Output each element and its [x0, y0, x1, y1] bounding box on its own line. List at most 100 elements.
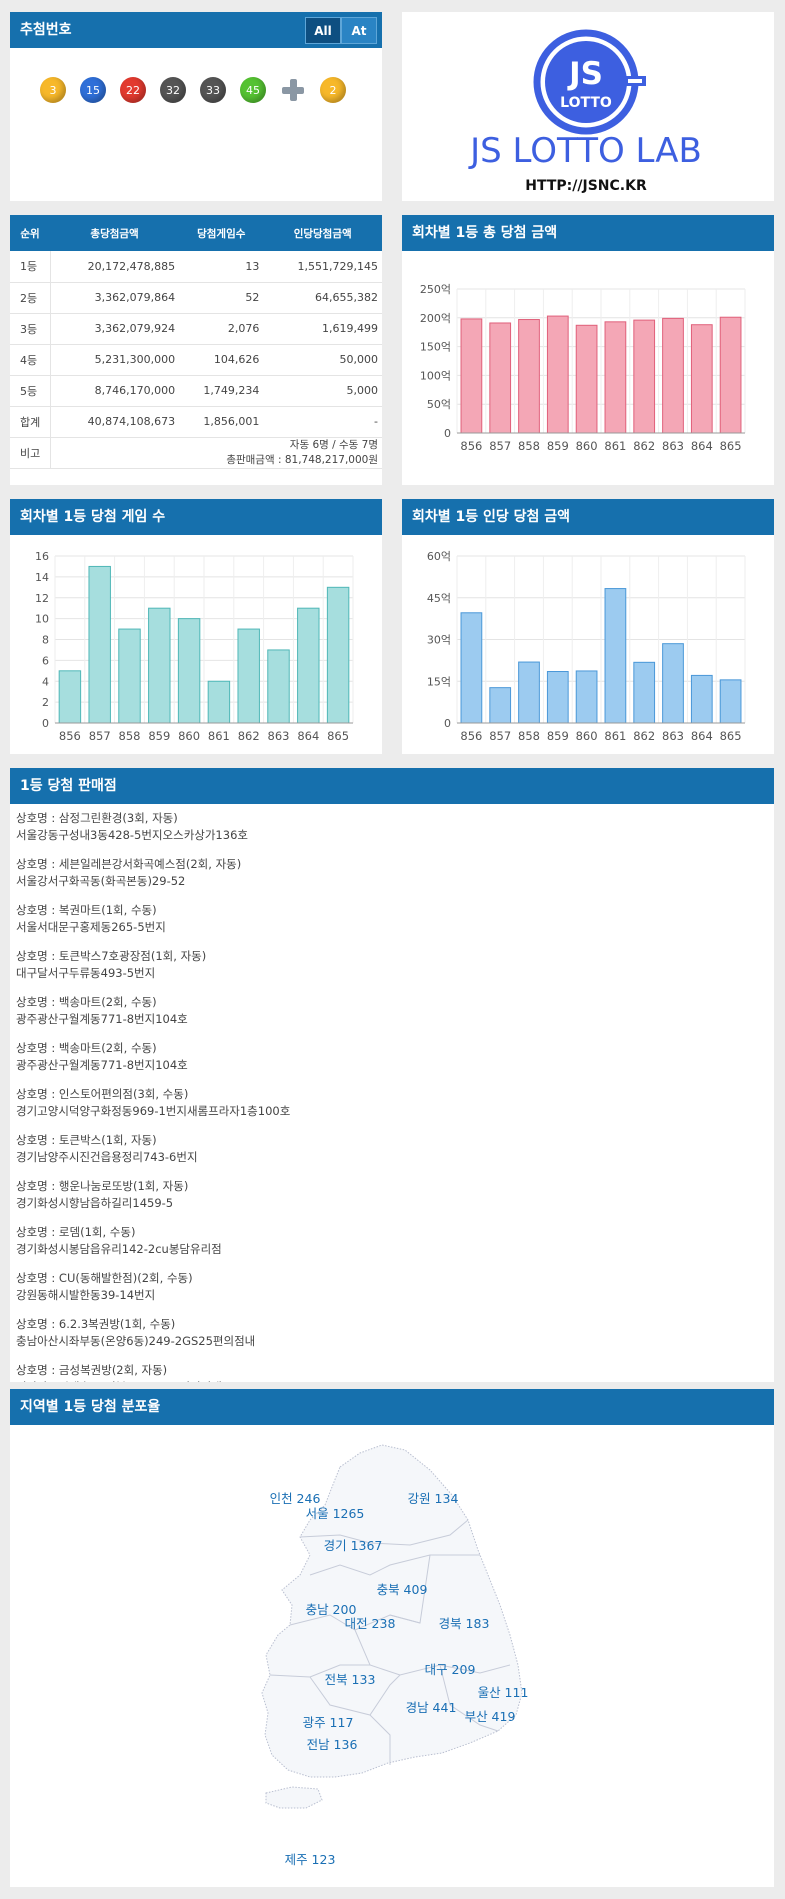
chart-count-ytick: 6: [42, 654, 49, 667]
shop-item: 상호명 : 백송마트(2회, 수동) 광주광산구월계동771-8번지104호: [16, 994, 768, 1028]
value-cell: 13: [179, 251, 264, 283]
chart-count-bar: [148, 607, 171, 724]
region-map-panel: 지역별 1등 당첨 분포율 인천 246 서울 1265 강원 134 경기 1367…: [10, 1389, 774, 1887]
shop-address: 경기남양주시진건읍용정리743-6번지: [16, 1150, 198, 1164]
region-label: 경남 441: [406, 1700, 457, 1715]
rank-cell: 합계: [10, 406, 51, 438]
value-cell: -: [263, 406, 382, 438]
prize-table-body: 1등 20,172,478,885 13 1,551,729,145 2등 3,362,0…: [10, 251, 382, 438]
bonus-ball: 2: [320, 77, 346, 103]
winning-balls: 3 15 22 32 33 45 2: [10, 60, 382, 120]
region-label: 강원 134: [408, 1491, 459, 1506]
region-label: 제주 123: [285, 1852, 336, 1867]
chart-total-xtick: 859: [547, 439, 569, 453]
chart-total-bar: [662, 317, 684, 434]
chart-count-ytick: 14: [35, 571, 49, 584]
tab-at[interactable]: At: [341, 17, 377, 44]
chart-count-ytick: 12: [35, 592, 49, 605]
value-cell: 64,655,382: [263, 282, 382, 314]
draw-numbers-title: 추첨번호: [20, 22, 72, 38]
region-label: 울산 111: [478, 1685, 529, 1700]
chart-total-xtick: 856: [460, 439, 482, 453]
region-label: 충북 409: [377, 1582, 428, 1597]
rank-cell: 2등: [10, 282, 51, 314]
chart-count-xtick: 863: [268, 729, 290, 743]
shops-panel: 1등 당첨 판매점 상호명 : 삼정그린환경(3회, 자동) 서울강동구성내3동4…: [10, 768, 774, 1382]
shop-name: 상호명 : 토큰박스7호광장점(1회, 자동): [16, 949, 207, 963]
prize-row: 4등 5,231,300,000 104,626 50,000: [10, 344, 382, 376]
chart-total-panel: 회차별 1등 총 당첨 금액 0 50억 100억 150억 200억 250억 856 85…: [402, 215, 774, 485]
draw-numbers-header: 추첨번호 All At: [10, 12, 382, 48]
chart-per-ytick: 0: [444, 717, 451, 730]
chart-per-xtick: 864: [691, 729, 713, 743]
chart-per-xtick: 861: [604, 729, 626, 743]
chart-total-bar: [604, 321, 627, 434]
prize-table: 순위 총당첨금액 당첨게임수 인당당첨금액 1등 20,172,478,885 13…: [10, 215, 382, 469]
shop-name: 상호명 : 삼정그린환경(3회, 자동): [16, 811, 178, 825]
tab-all[interactable]: All: [305, 17, 341, 44]
shop-address: 강원동해시발한동39-14번지: [16, 1288, 156, 1302]
logo-url[interactable]: HTTP://JSNC.KR: [525, 178, 647, 194]
chart-total-bar: [489, 322, 512, 434]
note-line-2: 총판매금액 : 81,748,217,000원: [226, 453, 378, 466]
chart-per-xtick: 856: [460, 729, 482, 743]
chart-total-xtick: 860: [576, 439, 598, 453]
shop-address: 서울서대문구홍제동265-5번지: [16, 920, 166, 934]
chart-total-ytick: 100억: [420, 369, 451, 382]
ball: 15: [80, 77, 106, 103]
value-cell: 20,172,478,885: [50, 251, 180, 283]
shop-name: 상호명 : 백송마트(2회, 수동): [16, 995, 157, 1009]
shop-item: 상호명 : 인스토어편의점(3회, 수동) 경기고양시덕양구화정동969-1번지새…: [16, 1086, 768, 1120]
shop-address: 광주광산구월계동771-8번지104호: [16, 1012, 188, 1026]
region-label: 충남 200: [306, 1602, 357, 1617]
value-cell: 40,874,108,673: [50, 406, 180, 438]
chart-count-xtick: 856: [59, 729, 81, 743]
region-label: 광주 117: [303, 1715, 354, 1730]
shop-item: 상호명 : 복권마트(1회, 수동) 서울서대문구홍제동265-5번지: [16, 902, 768, 936]
chart-per-xtick: 857: [489, 729, 511, 743]
shop-item: 상호명 : CU(동해발한점)(2회, 수동) 강원동해시발한동39-14번지: [16, 1270, 768, 1304]
chart-total-bar: [719, 316, 742, 434]
chart-per-xtick: 863: [662, 729, 684, 743]
chart-per-bar: [460, 612, 483, 724]
chart-count-ytick: 10: [35, 613, 49, 626]
chart-count-ytick: 2: [42, 696, 49, 709]
shops-header: 1등 당첨 판매점: [10, 768, 774, 804]
prize-note-row: 비고 자동 6명 / 수동 7명 총판매금액 : 81,748,217,000원: [10, 437, 382, 469]
rank-cell: 5등: [10, 375, 51, 407]
chart-total-ytick: 200억: [420, 312, 451, 325]
value-cell: 104,626: [179, 344, 264, 376]
chart-total-header: 회차별 1등 총 당첨 금액: [402, 215, 774, 251]
note-content: 자동 6명 / 수동 7명 총판매금액 : 81,748,217,000원: [50, 437, 382, 469]
chart-total-ytick: 150억: [420, 341, 451, 354]
shop-name: 상호명 : 6.2.3복권방(1회, 수동): [16, 1317, 176, 1331]
chart-count-ytick: 4: [42, 675, 49, 688]
shop-item: 상호명 : 행운나눔로또방(1회, 자동) 경기화성시향남읍하길리1459-5: [16, 1178, 768, 1212]
chart-total-xtick: 857: [489, 439, 511, 453]
region-label: 대구 209: [425, 1662, 476, 1677]
chart-count-xtick: 864: [297, 729, 319, 743]
chart-total-bar: [460, 318, 483, 434]
chart-total-ytick: 0: [444, 427, 451, 440]
chart-count-xtick: 857: [89, 729, 111, 743]
chart-total-xtick: 863: [662, 439, 684, 453]
chart-per-ytick: 15억: [427, 675, 451, 688]
col-total-amount: 총당첨금액: [50, 215, 180, 251]
chart-count-bar: [177, 618, 201, 724]
region-label: 대전 238: [345, 1616, 396, 1631]
chart-count-panel: 회차별 1등 당첨 게임 수 0 2 4 6 8 10 12 14 16 856 857 858 859…: [10, 499, 382, 754]
value-cell: 1,619,499: [263, 313, 382, 345]
chart-per-header: 회차별 1등 인당 당첨 금액: [402, 499, 774, 535]
chart-count-bar: [326, 586, 350, 724]
chart-per-xtick: 860: [576, 729, 598, 743]
chart-per-xtick: 865: [720, 729, 742, 743]
value-cell: 1,551,729,145: [263, 251, 382, 283]
col-rank: 순위: [10, 215, 50, 251]
prize-row: 2등 3,362,079,864 52 64,655,382: [10, 282, 382, 314]
note-label: 비고: [10, 437, 51, 469]
region-label: 전남 136: [307, 1737, 358, 1752]
chart-count-ytick: 0: [42, 717, 49, 730]
chart-count-bar: [237, 628, 260, 724]
shop-name: 상호명 : 로뎀(1회, 수동): [16, 1225, 136, 1239]
chart-total-svg: 0 50억 100억 150억 200억 250억 856 857 858 859 860 861 86…: [420, 283, 746, 453]
